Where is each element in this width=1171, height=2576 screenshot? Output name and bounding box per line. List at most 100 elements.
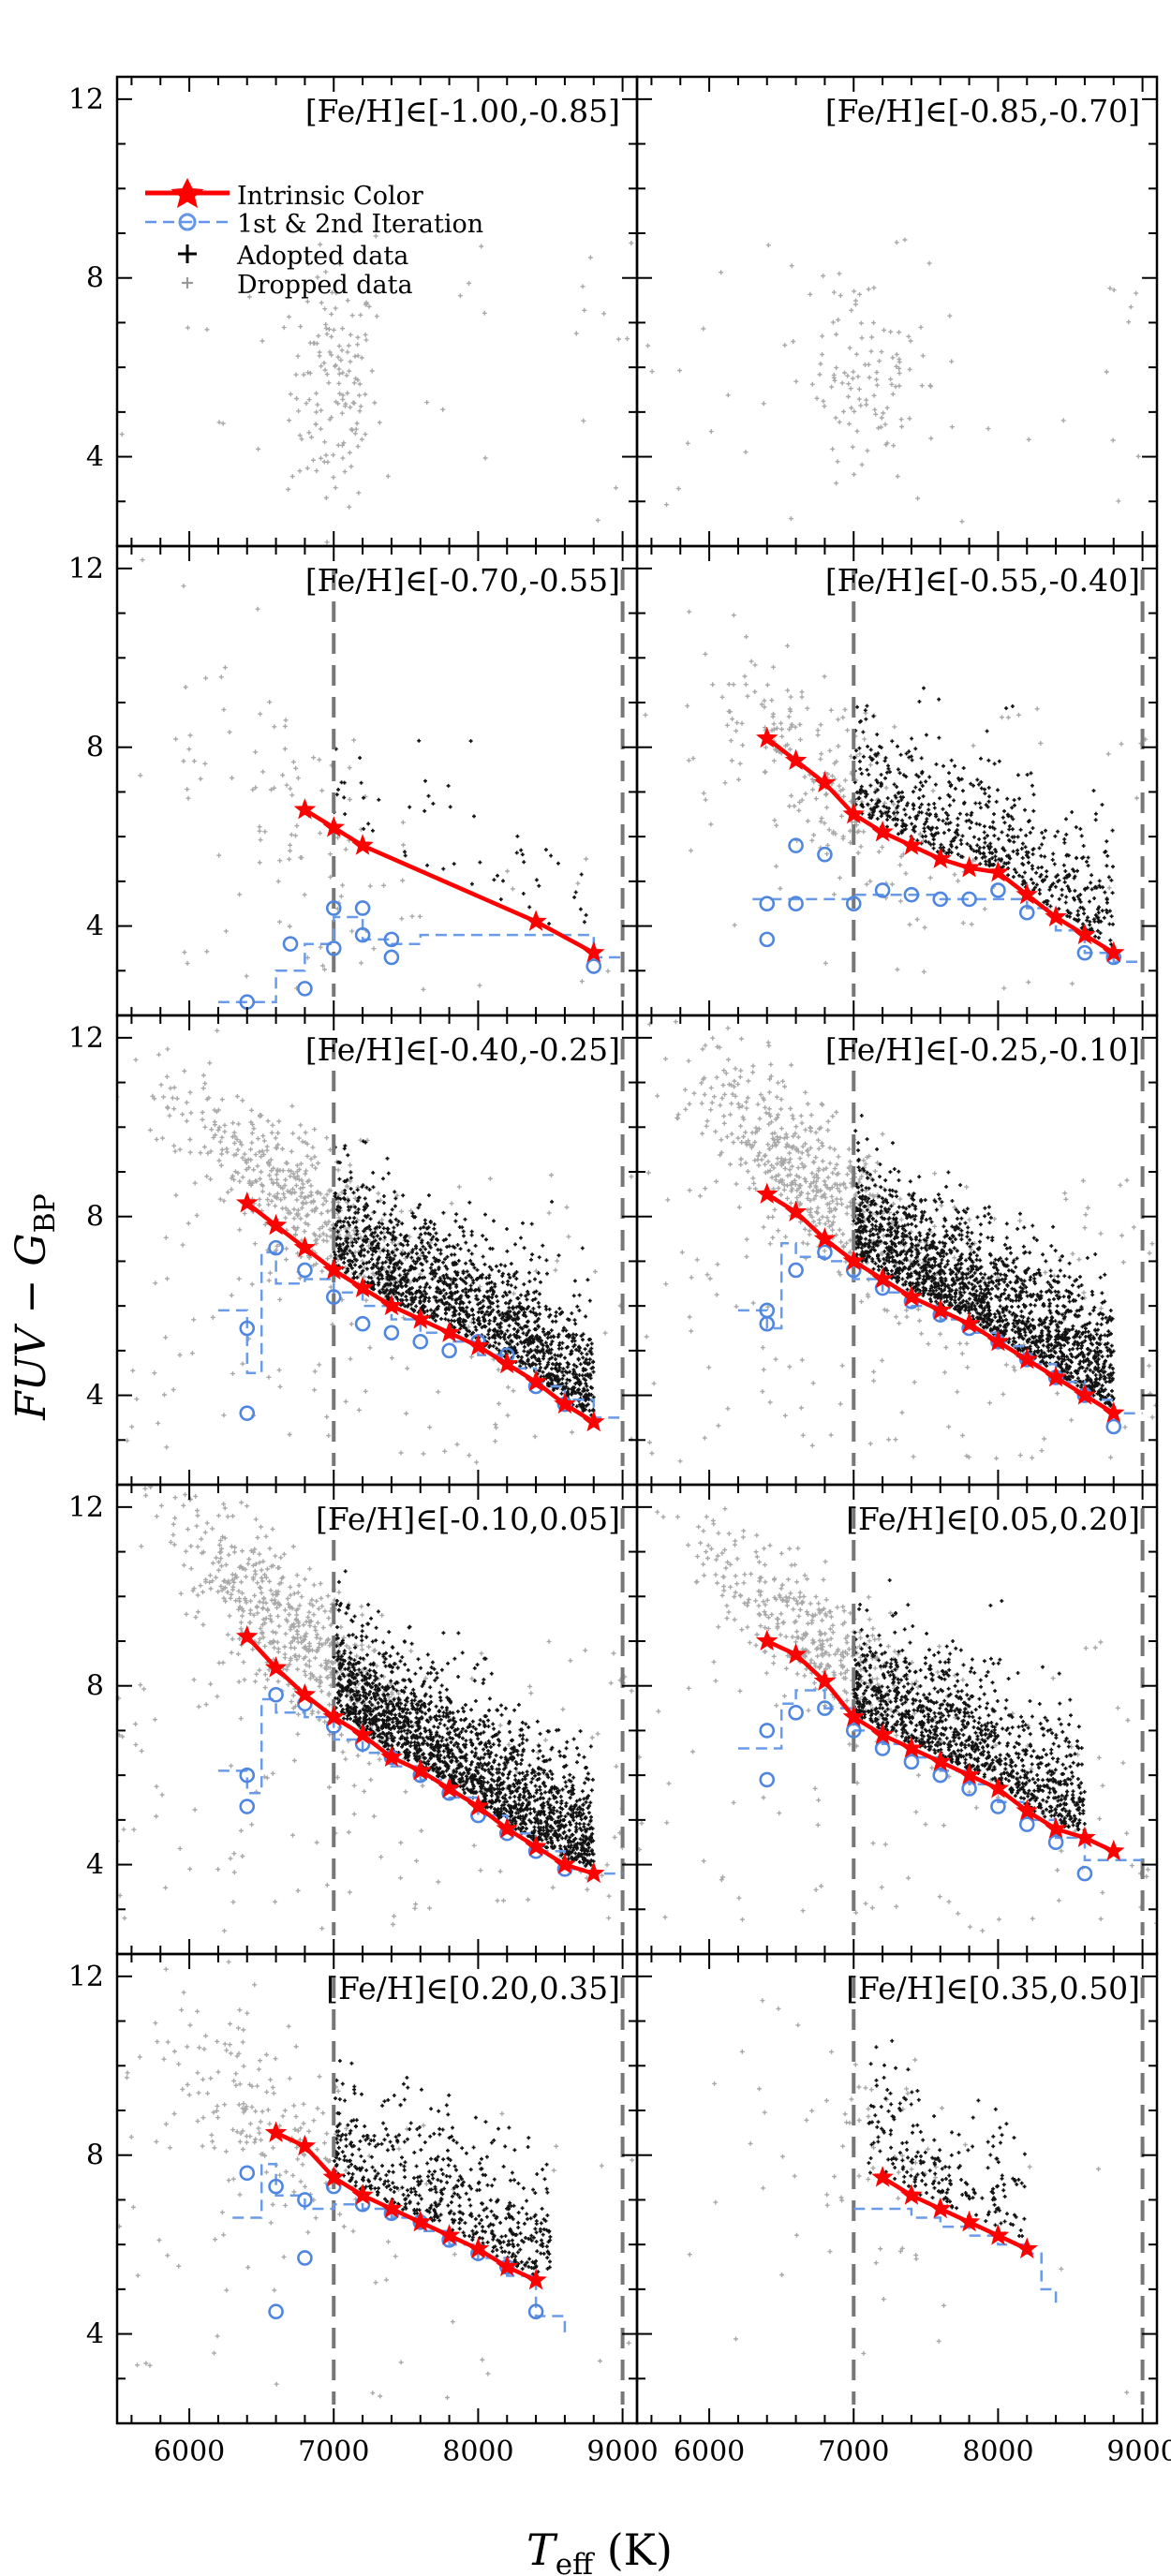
intrinsic-star xyxy=(293,1682,317,1705)
intrinsic-star xyxy=(437,1777,461,1799)
iteration-point xyxy=(932,1767,949,1784)
intrinsic-star xyxy=(293,798,317,820)
intrinsic-star xyxy=(957,1763,981,1785)
panel-label: [Fe/H]∈[-0.55,-0.40] xyxy=(825,562,1140,599)
y-tick-label: 8 xyxy=(86,1201,104,1234)
panel-plot-area xyxy=(643,570,1149,997)
intrinsic-star xyxy=(264,2121,288,2142)
intrinsic-star xyxy=(813,1669,837,1691)
iteration-point xyxy=(990,1799,1006,1814)
intrinsic-star xyxy=(437,1321,461,1342)
iteration-point xyxy=(239,1320,256,1337)
iteration-point xyxy=(874,882,891,898)
intrinsic-star xyxy=(235,1624,259,1647)
iteration-point xyxy=(932,891,949,908)
dropped-points xyxy=(119,233,634,545)
panel-label: [Fe/H]∈[-0.10,0.05] xyxy=(316,1501,620,1537)
intrinsic-star xyxy=(525,910,547,931)
dropped-points xyxy=(117,1954,635,2400)
legend: Intrinsic Color 1st & 2nd Iteration Adop… xyxy=(145,178,483,300)
intrinsic-star xyxy=(582,1410,605,1432)
intrinsic-star xyxy=(293,2134,317,2156)
intrinsic-star xyxy=(351,834,374,855)
intrinsic-star xyxy=(900,1285,923,1307)
intrinsic-star xyxy=(1015,882,1039,905)
iteration-point xyxy=(817,846,833,863)
intrinsic-star xyxy=(1102,1839,1125,1861)
panel-plot-area xyxy=(645,237,1141,546)
iteration-point xyxy=(759,1315,776,1332)
iteration-point xyxy=(354,900,371,916)
intrinsic-star xyxy=(380,1745,403,1768)
panel-plot-area xyxy=(644,1015,1157,1466)
intrinsic-star xyxy=(1015,1347,1039,1369)
intrinsic-star xyxy=(322,1705,346,1727)
intrinsic-star xyxy=(1102,940,1125,963)
iteration-point xyxy=(903,1754,920,1770)
legend-small-plus-icon xyxy=(182,277,193,289)
y-tick-label: 12 xyxy=(68,1961,104,1993)
intrinsic-star xyxy=(813,771,837,792)
intrinsic-star xyxy=(554,1853,576,1874)
intrinsic-star xyxy=(755,1629,778,1651)
iteration-point xyxy=(759,1723,776,1739)
intrinsic-star xyxy=(1045,1816,1067,1839)
y-tick-label: 4 xyxy=(86,2318,104,2351)
intrinsic-star xyxy=(813,1227,837,1249)
intrinsic-star xyxy=(235,1191,259,1213)
iteration-point xyxy=(788,896,804,912)
panel-10: 6000 7000 8000 9000 [Fe/H]∈[0.35,0.50] xyxy=(635,1952,1171,2468)
iteration-point xyxy=(1018,1816,1035,1832)
panel-plot-area xyxy=(119,233,634,545)
intrinsic-star xyxy=(1074,1384,1096,1405)
iteration-point xyxy=(845,896,862,912)
intrinsic-star xyxy=(525,1835,547,1857)
adopted-points xyxy=(852,1114,1116,1409)
iteration-step-line xyxy=(217,915,623,1003)
iteration-point xyxy=(325,940,342,956)
x-axis-label: Teff (K) xyxy=(526,2524,673,2576)
x-tick-label: 7000 xyxy=(818,2435,889,2468)
intrinsic-star xyxy=(467,1795,490,1816)
intrinsic-star xyxy=(408,2210,432,2232)
panel-label: [Fe/H]∈[-0.40,-0.25] xyxy=(305,1031,620,1068)
y-tick-label: 8 xyxy=(86,2139,104,2172)
intrinsic-star xyxy=(380,1294,403,1316)
panel-grid: 4 8 12 [Fe/H]∈[-1.00,-0.85] [Fe/H]∈[-0.85,-0… xyxy=(68,75,1171,2468)
iteration-point xyxy=(759,1771,776,1788)
iteration-step-line xyxy=(853,2207,1058,2307)
iteration-point xyxy=(268,2303,284,2320)
intrinsic-star xyxy=(784,748,808,771)
intrinsic-star xyxy=(322,816,346,837)
panel-label: [Fe/H]∈[-0.70,-0.55] xyxy=(305,562,620,599)
iteration-point xyxy=(268,1239,284,1256)
intrinsic-star xyxy=(496,1352,519,1374)
panel-1: 4 8 12 [Fe/H]∈[-1.00,-0.85] xyxy=(68,75,639,548)
iteration-point xyxy=(990,882,1006,898)
iteration-point xyxy=(354,1315,371,1332)
iteration-point xyxy=(1018,904,1035,921)
iteration-point xyxy=(586,958,602,974)
intrinsic-star xyxy=(986,1329,1010,1352)
y-axis-label: FUV − GBP xyxy=(7,1193,62,1421)
iteration-point xyxy=(1076,1865,1093,1882)
iteration-point xyxy=(325,900,342,916)
iteration-point xyxy=(788,1705,804,1721)
intrinsic-star xyxy=(467,1334,490,1356)
intrinsic-star xyxy=(928,2197,952,2219)
iteration-point xyxy=(268,2178,284,2195)
intrinsic-star xyxy=(784,1642,808,1665)
intrinsic-star xyxy=(496,2255,519,2277)
intrinsic-star xyxy=(755,1182,778,1204)
intrinsic-star xyxy=(322,2166,346,2187)
intrinsic-star xyxy=(351,1276,374,1298)
intrinsic-star xyxy=(264,1213,288,1236)
dropped-points xyxy=(687,1998,1130,2395)
intrinsic-star xyxy=(467,2237,490,2258)
y-tick-label: 8 xyxy=(86,1670,104,1703)
intrinsic-star xyxy=(928,1750,952,1771)
intrinsic-star xyxy=(293,1236,317,1258)
intrinsic-star xyxy=(900,2184,923,2205)
x-tick-label: 9000 xyxy=(1106,2435,1171,2468)
